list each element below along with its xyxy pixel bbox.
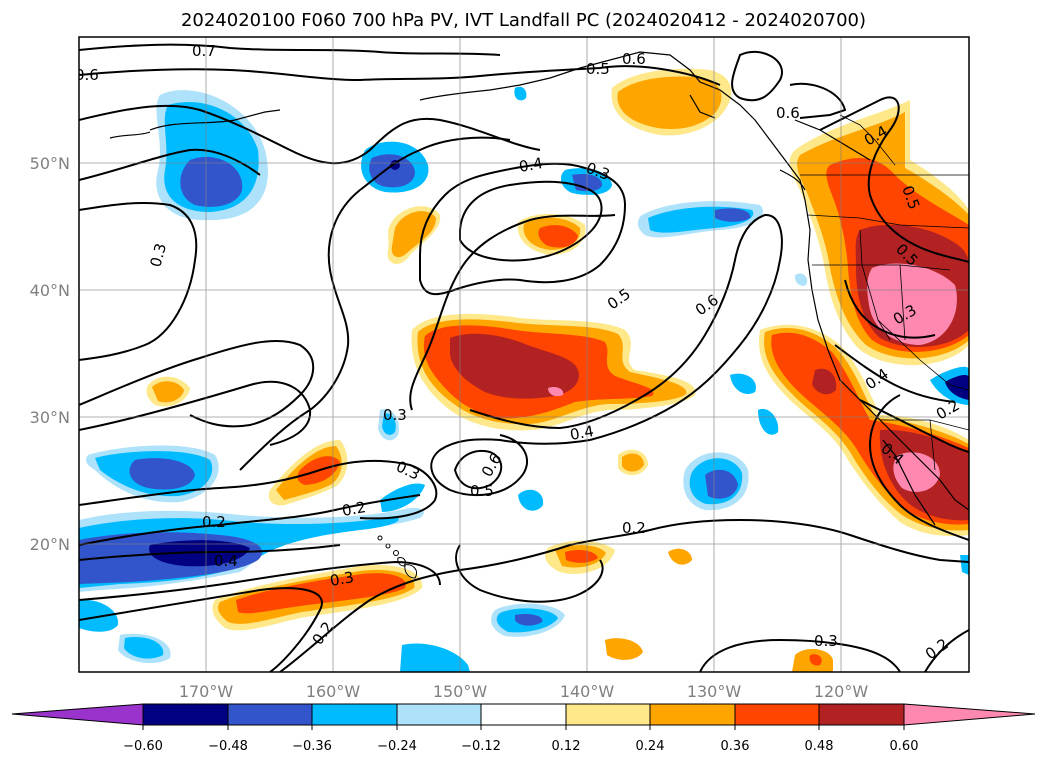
coastlines xyxy=(109,51,969,526)
colorbar-bin xyxy=(734,703,820,726)
contour-label: 0.4 xyxy=(569,422,596,444)
colorbar-bin xyxy=(480,703,567,726)
contour-label: 0.7 xyxy=(192,42,216,60)
colorbar-ticks xyxy=(142,725,905,730)
contour-label: 0.4 xyxy=(518,154,545,176)
contour-label: 0.3 xyxy=(146,241,170,269)
colorbar-bin xyxy=(227,703,313,726)
colorbar-extend-low xyxy=(11,703,144,726)
contour-label: 0.5 xyxy=(586,60,610,78)
lat-label: 20°N xyxy=(30,535,70,554)
contour-label: 0.2 xyxy=(341,498,368,520)
colorbar-bin xyxy=(311,703,398,726)
contour-label: 0.4 xyxy=(214,552,238,570)
colorbar-label: −0.48 xyxy=(208,739,248,754)
colorbar-bin xyxy=(565,703,651,726)
colorbar-bin xyxy=(649,703,736,726)
contour-label: 0.6 xyxy=(776,104,800,122)
colorbar-bin xyxy=(396,703,482,726)
lon-label: 170°W xyxy=(179,682,234,701)
colorbar-bin xyxy=(142,703,229,726)
contour-label: 0.3 xyxy=(383,406,407,424)
colorbar-bin xyxy=(818,703,905,726)
lon-label: 140°W xyxy=(560,682,615,701)
contour-label: 0.5 xyxy=(470,482,494,500)
colorbar xyxy=(11,703,1036,726)
colorbar-label: −0.12 xyxy=(461,739,501,754)
colorbar-label: −0.60 xyxy=(123,739,163,754)
map-panel: 0.7 0.6 0.5 0.6 0.6 0.4 0.4 0.3 0.3 0.5 … xyxy=(75,37,969,672)
negative-pv-shading xyxy=(79,86,969,672)
colorbar-label: −0.24 xyxy=(377,739,417,754)
contour-label: 0.6 xyxy=(75,66,99,84)
longitude-labels: 170°W 160°W 150°W 140°W 130°W 120°W xyxy=(179,682,869,701)
lon-label: 130°W xyxy=(687,682,742,701)
hawaii-islands xyxy=(377,535,418,579)
contour-label: 0.6 xyxy=(622,50,646,68)
colorbar-label: 0.48 xyxy=(805,739,834,754)
contour-label: 0.3 xyxy=(329,568,356,590)
colorbar-label: 0.60 xyxy=(890,739,919,754)
colorbar-label: 0.36 xyxy=(721,739,750,754)
colorbar-label: 0.24 xyxy=(636,739,665,754)
colorbar-labels: −0.60 −0.48 −0.36 −0.24 −0.12 0.12 0.24 … xyxy=(123,739,918,754)
contour-label: 0.3 xyxy=(814,632,838,650)
map-title: 2024020100 F060 700 hPa PV, IVT Landfall… xyxy=(180,10,867,31)
colorbar-label: −0.36 xyxy=(292,739,332,754)
colorbar-label: 0.12 xyxy=(552,739,581,754)
lon-label: 150°W xyxy=(433,682,488,701)
map-frame xyxy=(78,36,970,673)
lon-label: 160°W xyxy=(306,682,361,701)
political-borders xyxy=(800,114,969,471)
contour-label: 0.2 xyxy=(202,513,226,531)
gridlines xyxy=(79,37,969,672)
lat-label: 40°N xyxy=(30,281,70,300)
latitude-labels: 50°N 40°N 30°N 20°N xyxy=(30,154,70,554)
lon-label: 120°W xyxy=(814,682,869,701)
contour-label: 0.2 xyxy=(622,519,646,537)
lat-label: 30°N xyxy=(30,408,70,427)
lat-label: 50°N xyxy=(30,154,70,173)
positive-pv-shading xyxy=(146,68,969,672)
colorbar-extend-high xyxy=(903,703,1036,726)
